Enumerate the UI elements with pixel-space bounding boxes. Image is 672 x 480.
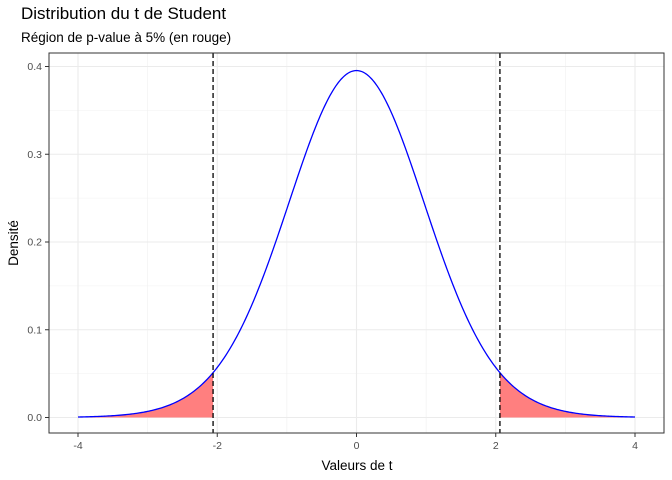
critical-value-lines bbox=[212, 53, 501, 433]
x-axis-title: Valeurs de t bbox=[321, 458, 392, 473]
axes: -4 -2 0 2 4 0.0 0.1 0.2 0.3 0.4 bbox=[27, 61, 638, 452]
density-curve-layer bbox=[77, 69, 636, 418]
y-tick-label: 0.4 bbox=[27, 61, 42, 73]
x-tick-label: 4 bbox=[632, 440, 638, 452]
grid bbox=[49, 53, 664, 433]
y-tick-label: 0.3 bbox=[27, 149, 42, 161]
density-curve bbox=[77, 69, 636, 418]
x-tick-label: 0 bbox=[354, 440, 360, 452]
x-tick-label: -2 bbox=[213, 440, 222, 452]
y-tick-label: 0.2 bbox=[27, 237, 42, 249]
rejection-region-left bbox=[78, 372, 214, 418]
rejection-region-right bbox=[499, 372, 635, 418]
y-tick-label: 0.0 bbox=[27, 412, 42, 424]
y-axis-title: Densité bbox=[6, 220, 21, 266]
x-tick-label: 2 bbox=[493, 440, 499, 452]
x-tick-label: -4 bbox=[73, 440, 82, 452]
chart-title: Distribution du t de Student bbox=[21, 4, 227, 23]
y-tick-label: 0.1 bbox=[27, 324, 42, 336]
rejection-regions bbox=[78, 372, 635, 418]
chart-subtitle: Région de p-value à 5% (en rouge) bbox=[21, 30, 232, 45]
